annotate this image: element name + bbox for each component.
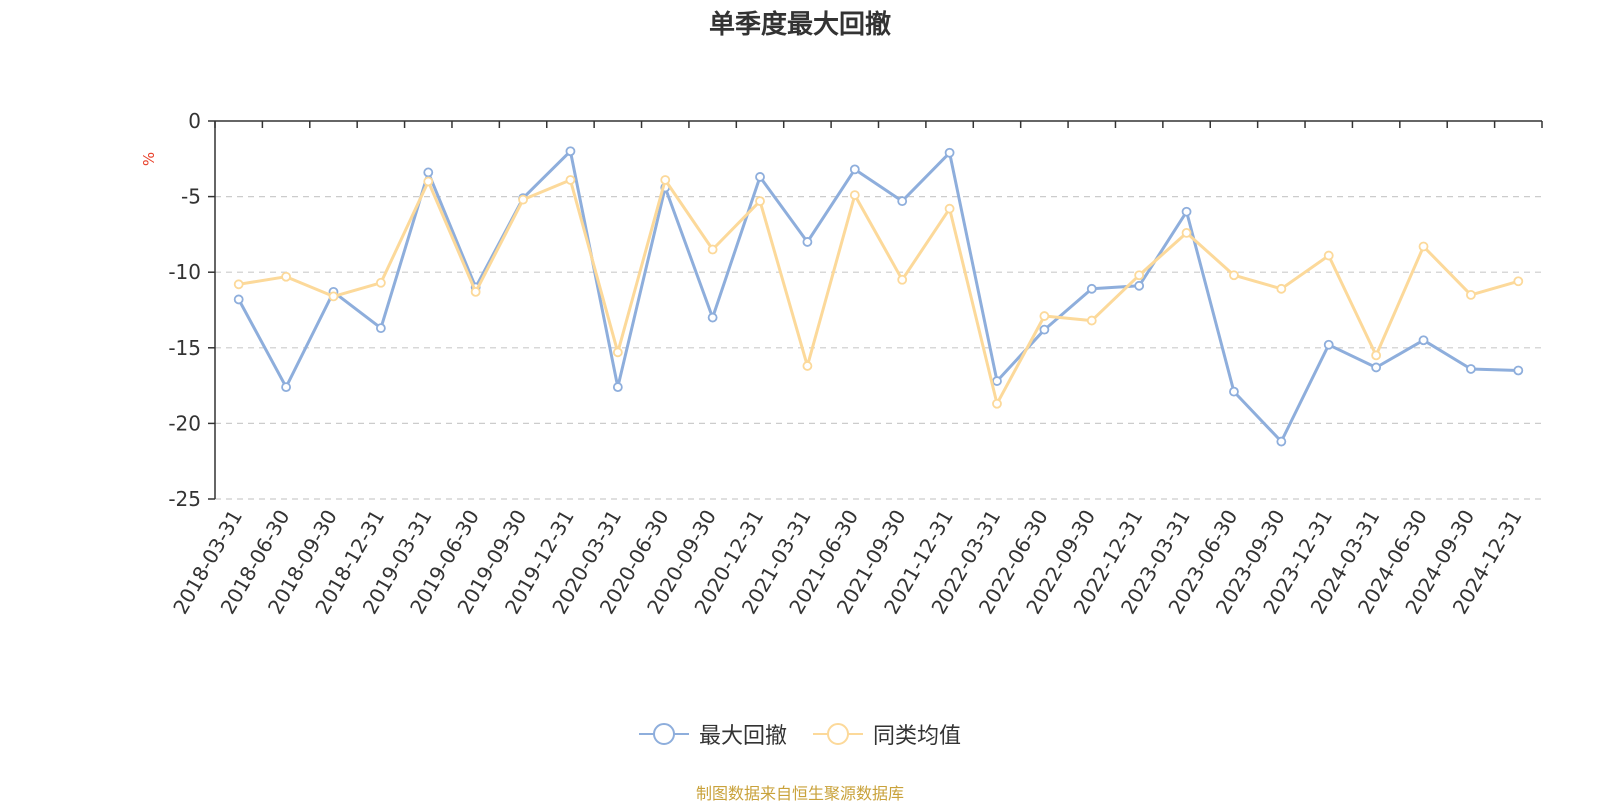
data-point-series-0	[1418, 335, 1429, 346]
legend-item-peer-average[interactable]: 同类均值	[813, 718, 961, 750]
y-tick-label: -10	[168, 260, 201, 284]
data-point-series-1	[992, 398, 1002, 409]
data-point-series-0	[1086, 283, 1097, 294]
data-point-series-0	[375, 323, 386, 334]
legend-swatch-max-drawdown	[638, 723, 689, 745]
legend-swatch-peer-average	[813, 723, 863, 745]
data-point-series-0	[897, 196, 908, 207]
data-point-series-1	[470, 286, 481, 297]
data-point-series-1	[1086, 315, 1097, 326]
data-point-series-1	[612, 347, 623, 358]
data-point-series-1	[660, 175, 671, 185]
data-point-series-1	[1371, 350, 1382, 361]
data-point-series-0	[1371, 362, 1382, 373]
data-point-series-0	[1466, 364, 1476, 374]
data-point-series-1	[1229, 270, 1239, 281]
data-point-series-1	[849, 190, 860, 200]
y-tick-label: -20	[168, 411, 201, 435]
data-point-series-0	[1276, 436, 1287, 447]
data-point-series-0	[755, 172, 765, 182]
data-point-series-1	[281, 271, 291, 282]
data-point-series-1	[375, 277, 386, 288]
data-point-series-1	[1134, 270, 1145, 281]
chart-title: 单季度最大回撤	[708, 10, 891, 40]
data-point-series-1	[755, 196, 765, 207]
data-point-series-1	[1323, 250, 1334, 261]
legend-item-max-drawdown[interactable]: 最大回撤	[638, 718, 787, 750]
data-point-series-0	[233, 294, 244, 305]
y-tick-label: -15	[168, 336, 201, 360]
data-point-series-1	[802, 361, 813, 371]
data-point-series-0	[1323, 339, 1334, 350]
legend: 最大回撤 同类均值	[0, 718, 1600, 750]
data-point-series-0	[612, 382, 623, 393]
y-tick-label: -5	[181, 185, 201, 209]
data-point-series-1	[518, 194, 528, 205]
data-point-series-1	[1418, 241, 1429, 252]
data-point-series-1	[1181, 227, 1192, 238]
y-tick-label: -25	[168, 487, 201, 511]
data-point-series-1	[565, 175, 576, 185]
data-point-series-1	[423, 176, 434, 187]
data-point-series-1	[328, 291, 339, 302]
data-point-series-0	[565, 146, 576, 157]
data-point-series-0	[849, 164, 860, 175]
y-tick-label: 0	[188, 109, 201, 133]
data-point-series-1	[944, 203, 955, 214]
data-point-series-0	[944, 147, 955, 158]
line-chart: 0-5-10-15-20-252018-03-312018-06-302018-…	[168, 109, 1543, 618]
data-point-series-1	[897, 274, 908, 285]
data-point-series-1	[1466, 289, 1476, 300]
data-point-series-1	[1039, 311, 1050, 321]
data-point-series-0	[1229, 386, 1239, 397]
data-point-series-0	[707, 312, 718, 323]
data-point-series-0	[1181, 206, 1192, 217]
data-point-series-0	[1039, 324, 1050, 335]
data-point-series-0	[281, 382, 291, 393]
data-point-series-1	[1276, 283, 1287, 294]
series-line-0	[237, 149, 1519, 443]
source-note: 制图数据来自恒生聚源数据库	[695, 784, 904, 803]
data-point-series-0	[992, 376, 1002, 386]
legend-label-max-drawdown: 最大回撤	[698, 724, 787, 749]
data-point-series-1	[707, 244, 718, 255]
data-point-series-0	[802, 237, 813, 247]
data-point-series-0	[423, 167, 434, 178]
series-line-1	[238, 178, 1519, 406]
data-point-series-1	[233, 279, 244, 290]
data-point-series-0	[1513, 365, 1524, 376]
legend-label-peer-average: 同类均值	[873, 724, 962, 749]
data-point-series-1	[1513, 276, 1524, 287]
data-point-series-0	[1134, 280, 1145, 291]
